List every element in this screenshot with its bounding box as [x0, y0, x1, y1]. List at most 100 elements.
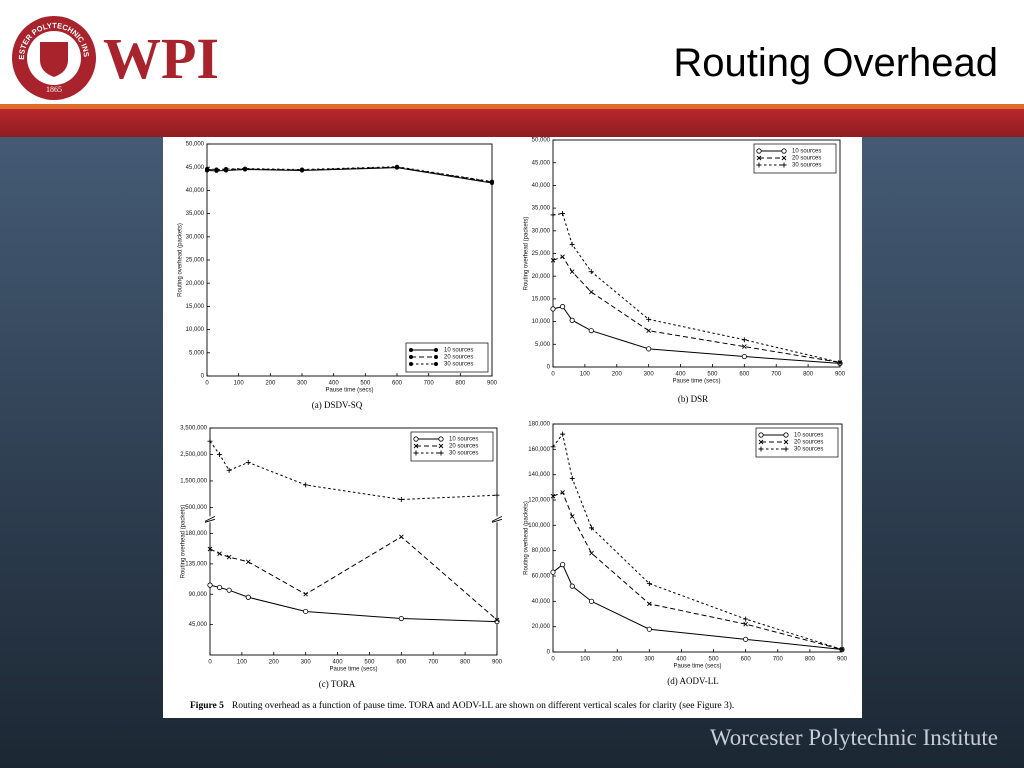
y-tick-label: 40,000	[532, 183, 551, 189]
marker	[494, 492, 500, 498]
marker	[647, 601, 652, 607]
marker	[783, 432, 789, 438]
x-tick-label: 500	[707, 372, 718, 378]
x-tick-label: 800	[805, 657, 816, 663]
marker	[783, 446, 789, 452]
y-tick-label: 50,000	[532, 138, 551, 144]
marker	[438, 443, 444, 449]
marker	[569, 514, 575, 519]
marker	[207, 582, 213, 588]
marker	[588, 289, 594, 295]
marker	[588, 269, 594, 275]
marker	[245, 594, 251, 600]
x-tick-label: 600	[739, 372, 750, 378]
y-axis-label: Routing overhead (packets)	[524, 501, 530, 575]
y-tick-label: 25,000	[532, 251, 551, 257]
y-tick-label: 35,000	[532, 206, 551, 212]
marker	[781, 148, 787, 154]
y-tick-label: 50,000	[186, 142, 205, 148]
marker	[303, 591, 308, 597]
marker	[409, 348, 413, 352]
marker	[550, 444, 556, 450]
y-tick-label: 160,000	[528, 447, 550, 453]
y-tick-label: 45,000	[189, 622, 208, 628]
y-tick-label: 45,000	[186, 165, 205, 171]
x-tick-label: 900	[492, 660, 503, 666]
marker	[434, 362, 438, 366]
marker	[743, 616, 749, 622]
marker	[569, 269, 575, 274]
marker	[217, 451, 223, 457]
marker	[226, 467, 232, 473]
header-band	[0, 0, 1024, 104]
y-tick-label: 2,500,000	[180, 452, 207, 458]
x-tick-label: 400	[676, 657, 687, 663]
marker	[560, 490, 565, 495]
y-tick-label: 35,000	[186, 211, 205, 217]
x-tick-label: 300	[644, 657, 655, 663]
chart-subtitle: (b) DSR	[678, 394, 708, 404]
marker	[559, 304, 566, 310]
caption-label: Figure 5	[190, 701, 224, 711]
x-tick-label: 200	[612, 372, 623, 378]
marker	[560, 561, 566, 568]
marker	[245, 559, 251, 565]
x-axis-label: Pause time (secs)	[673, 664, 721, 670]
footer: Worcester Polytechnic Institute	[710, 725, 998, 750]
red-band	[0, 109, 1024, 137]
marker	[742, 344, 747, 349]
legend-label: 30 sources	[792, 163, 821, 169]
y-tick-label: 140,000	[528, 472, 550, 478]
marker	[569, 583, 575, 589]
y-tick-label: 10,000	[186, 327, 205, 333]
x-tick-label: 500	[364, 660, 375, 666]
x-axis-label: Pause time (secs)	[325, 388, 373, 394]
marker	[550, 306, 556, 312]
marker	[781, 162, 787, 168]
marker	[758, 432, 764, 438]
marker	[550, 212, 556, 218]
x-tick-label: 900	[837, 657, 848, 663]
marker	[758, 439, 764, 445]
y-tick-label: 30,000	[532, 228, 551, 234]
y-tick-label: 180,000	[185, 531, 207, 537]
x-tick-label: 100	[580, 372, 591, 378]
y-tick-label: 40,000	[186, 188, 205, 194]
marker	[409, 362, 413, 366]
legend-box	[405, 342, 489, 373]
y-tick-label: 45,000	[532, 160, 551, 166]
marker	[216, 584, 223, 591]
y-tick-label: 20,000	[532, 274, 551, 280]
marker	[550, 569, 556, 575]
axis-break	[204, 515, 216, 523]
marker	[490, 179, 494, 184]
marker	[756, 155, 762, 161]
x-tick-label: 100	[580, 657, 591, 663]
x-tick-label: 800	[460, 660, 471, 666]
y-tick-label: 0	[547, 650, 551, 656]
x-tick-label: 0	[205, 381, 209, 387]
marker	[245, 459, 251, 465]
marker	[413, 450, 419, 456]
x-tick-label: 400	[329, 381, 340, 387]
y-tick-label: 80,000	[532, 548, 551, 554]
marker	[588, 328, 594, 334]
x-tick-label: 400	[333, 660, 344, 666]
marker	[589, 525, 595, 531]
x-tick-label: 600	[396, 660, 407, 666]
y-tick-label: 15,000	[186, 304, 205, 310]
logo-year: 1865	[46, 85, 62, 94]
x-tick-label: 500	[709, 657, 720, 663]
y-tick-label: 100,000	[528, 523, 550, 529]
marker	[243, 166, 247, 171]
marker	[217, 551, 222, 557]
x-tick-label: 600	[392, 381, 403, 387]
marker	[560, 254, 565, 259]
x-tick-label: 900	[487, 381, 498, 387]
y-tick-label: 1,500,000	[180, 479, 207, 485]
x-tick-label: 300	[297, 381, 308, 387]
y-tick-label: 3,500,000	[180, 426, 207, 432]
marker	[207, 438, 213, 444]
y-axis-label: Routing overhead (packets)	[524, 217, 530, 291]
y-tick-label: 5,000	[535, 342, 551, 348]
